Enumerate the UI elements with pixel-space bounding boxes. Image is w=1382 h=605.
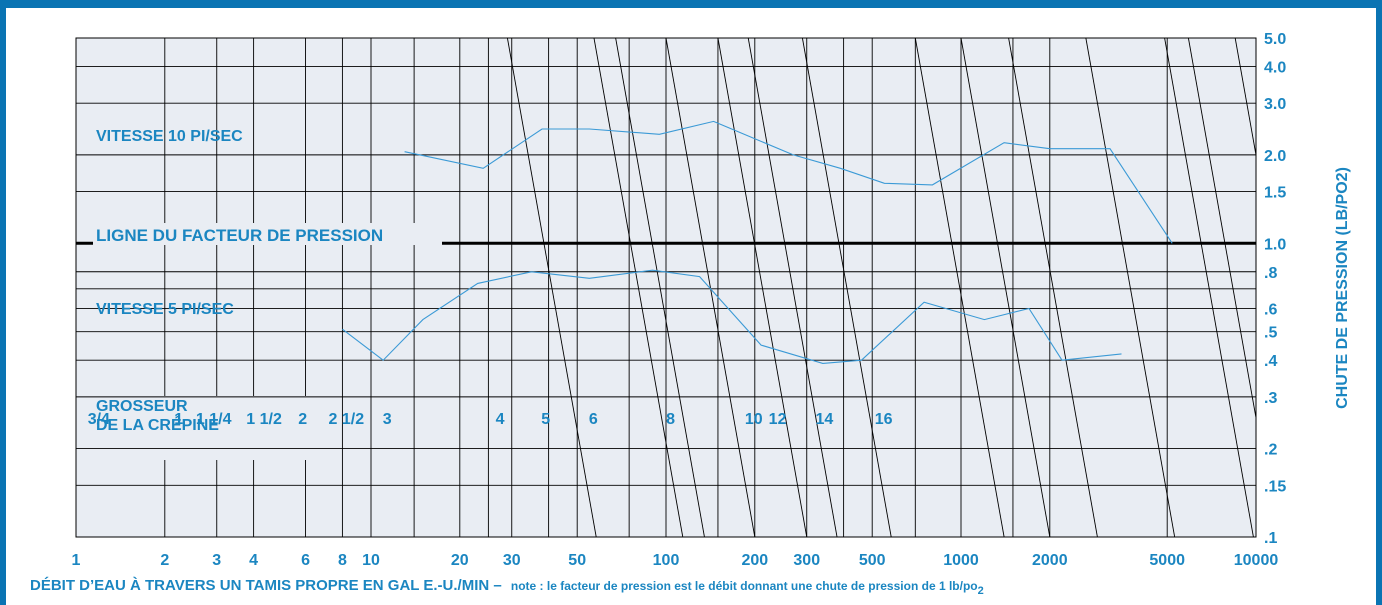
- strainer-line-3: [801, 38, 892, 537]
- strainer-size-label: 5: [541, 411, 550, 428]
- x-axis-title: DÉBIT D’EAU À TRAVERS UN TAMIS PROPRE EN…: [30, 577, 502, 594]
- x-axis-label: DÉBIT D’EAU À TRAVERS UN TAMIS PROPRE EN…: [30, 577, 984, 597]
- strainer-size-label: 3/4: [88, 411, 110, 428]
- y-tick-label: .1: [1264, 530, 1277, 547]
- y-tick-label: .2: [1264, 442, 1277, 459]
- strainer-size-label: 12: [769, 411, 787, 428]
- x-tick-label: 200: [741, 552, 768, 569]
- strainer-line-10: [1164, 38, 1254, 537]
- velocity-5-label: VITESSE 5 PI/SEC: [96, 301, 234, 318]
- strainer-line-6: [1008, 38, 1098, 537]
- strainer-size-label-line2: DE LA CRÉPINE: [96, 415, 219, 434]
- strainer-line-1-1-2: [665, 38, 756, 537]
- x-tick-label: 1: [72, 552, 81, 569]
- x-tick-label: 10000: [1234, 552, 1279, 569]
- x-tick-label: 1000: [943, 552, 979, 569]
- strainer-size-labels: 3/4 1 1 1/4 1 1/2 2 2 1/2 3 4 5 6 8 10 12 14 16: [88, 411, 893, 428]
- y-tick-label: .4: [1264, 353, 1277, 370]
- strainer-line-1: [593, 38, 684, 537]
- x-tick-label: 20: [451, 552, 469, 569]
- strainer-size-label: 8: [666, 411, 675, 428]
- chart-frame: LIGNE DU FACTEUR DE PRESSION VITESSE 10 …: [6, 8, 1376, 605]
- x-tick-label: 50: [568, 552, 586, 569]
- x-tick-label: 10: [362, 552, 380, 569]
- y-tick-label: .3: [1264, 390, 1277, 407]
- strainer-line-3-4: [506, 38, 597, 537]
- x-tick-label: 2: [160, 552, 169, 569]
- x-tick-label: 6: [301, 552, 310, 569]
- x-tick-label: 500: [859, 552, 886, 569]
- strainer-size-label: 2: [298, 411, 307, 428]
- strainer-size-label-line1: GROSSEUR: [96, 398, 188, 415]
- strainer-size-label: 10: [745, 411, 763, 428]
- strainer-line-14: [1234, 38, 1256, 158]
- x-tick-label: 5000: [1149, 552, 1185, 569]
- plot-border: [75, 37, 1257, 538]
- y-tick-label: 5.0: [1264, 31, 1286, 48]
- x-tick-label: 8: [338, 552, 347, 569]
- strainer-size-label: 16: [875, 411, 893, 428]
- x-axis-note: note : le facteur de pression est le déb…: [511, 579, 978, 593]
- y-tick-label: 1.0: [1264, 236, 1286, 253]
- pressure-factor-label: LIGNE DU FACTEUR DE PRESSION: [96, 226, 383, 245]
- y-tick-label: 3.0: [1264, 96, 1286, 113]
- x-tick-label: 4: [249, 552, 258, 569]
- x-tick-label: 3: [212, 552, 221, 569]
- y-tick-label: 2.0: [1264, 148, 1286, 165]
- y-tick-label: .5: [1264, 325, 1277, 342]
- strainer-size-label: 1: [174, 411, 183, 428]
- strainer-size-label: 2 1/2: [329, 411, 365, 428]
- x-tick-label: 100: [653, 552, 680, 569]
- strainer-size-label: 14: [815, 411, 833, 428]
- y-tick-label: .6: [1264, 301, 1277, 318]
- x-tick-labels: 1 2 3 4 6 8 10 20 30 50 100 200 300 500 1000 2000 5000 10…: [72, 552, 1279, 569]
- x-tick-label: 300: [793, 552, 820, 569]
- pressure-factor-label-bg: [93, 223, 439, 245]
- y-tick-labels: 5.0 4.0 3.0 2.0 1.5 1.0 .8 .6 .5 .4 .3 .2 .15 .1: [1264, 31, 1286, 547]
- velocity-10-label: VITESSE 10 PI/SEC: [96, 128, 243, 145]
- series-line-velocity-10: [404, 120, 1173, 244]
- y-axis-label: CHUTE DE PRESSION (LB/PO2): [1334, 167, 1351, 409]
- strainer-line-2: [717, 38, 808, 537]
- strainer-size-label: 4: [496, 411, 505, 428]
- grid-lines: [75, 37, 1257, 538]
- series-line-velocity-5: [342, 269, 1122, 364]
- strainer-line-5: [960, 38, 1051, 537]
- y-tick-label: 1.5: [1264, 185, 1286, 202]
- x-tick-label: 30: [503, 552, 521, 569]
- y-tick-label: .8: [1264, 265, 1277, 282]
- strainer-size-label: 1 1/4: [196, 411, 232, 428]
- strainer-size-label: 3: [383, 411, 392, 428]
- strainer-size-label: 1 1/2: [246, 411, 282, 428]
- strainer-line-2-1-2: [747, 38, 838, 537]
- strainer-line-8: [1085, 38, 1176, 537]
- y-tick-label: 4.0: [1264, 59, 1286, 76]
- strainer-line-4: [914, 38, 1005, 537]
- x-tick-label: 2000: [1032, 552, 1068, 569]
- strainer-line-12: [1187, 38, 1256, 421]
- strainer-line-1-1-4: [615, 38, 705, 537]
- pressure-drop-chart: LIGNE DU FACTEUR DE PRESSION VITESSE 10 …: [30, 31, 1351, 597]
- velocity-curves: [342, 120, 1173, 364]
- strainer-size-lines: [506, 38, 1256, 537]
- x-axis-note-subscript: 2: [978, 585, 984, 597]
- y-tick-label: .15: [1264, 478, 1286, 495]
- strainer-size-label: 6: [589, 411, 598, 428]
